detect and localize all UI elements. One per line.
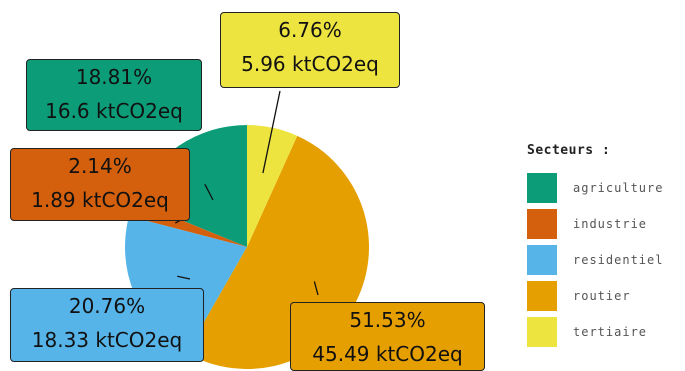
legend-swatch-agriculture <box>527 173 557 203</box>
callout-residentiel-value: 18.33 ktCO2eq <box>31 328 183 352</box>
callout-industrie-value: 1.89 ktCO2eq <box>31 188 169 212</box>
callout-industrie: 2.14% 1.89 ktCO2eq <box>10 148 190 221</box>
legend-swatch-industrie <box>527 209 557 239</box>
legend-swatch-routier <box>527 281 557 311</box>
callout-agriculture-percent: 18.81% <box>75 65 153 89</box>
pie-slice-agriculture <box>134 125 247 247</box>
leader-line-agriculture <box>204 183 214 201</box>
legend-item-routier: routier <box>527 278 663 314</box>
callout-routier-percent: 51.53% <box>349 308 426 332</box>
legend-item-agriculture: agriculture <box>527 170 663 206</box>
legend-label-industrie: industrie <box>573 217 648 231</box>
legend-label-agriculture: agriculture <box>573 181 664 195</box>
leader-line-tertiaire <box>262 90 281 174</box>
legend-swatch-residentiel <box>527 245 557 275</box>
callout-agriculture: 18.81% 16.6 ktCO2eq <box>26 59 202 131</box>
legend-label-tertiaire: tertiaire <box>573 325 648 339</box>
leader-line-residentiel <box>177 275 191 280</box>
legend-item-residentiel: residentiel <box>527 242 663 278</box>
legend-label-residentiel: residentiel <box>573 253 664 267</box>
callout-residentiel-percent: 20.76% <box>68 294 146 318</box>
callout-routier-value: 45.49 ktCO2eq <box>312 342 463 366</box>
callout-tertiaire: 6.76% 5.96 ktCO2eq <box>220 12 400 88</box>
callout-agriculture-value: 16.6 ktCO2eq <box>45 99 183 123</box>
legend-item-industrie: industrie <box>527 206 663 242</box>
callout-routier: 51.53% 45.49 ktCO2eq <box>290 302 485 371</box>
callout-industrie-percent: 2.14% <box>68 154 132 178</box>
callout-residentiel: 20.76% 18.33 ktCO2eq <box>10 288 204 362</box>
pie-slice-tertiaire <box>247 125 298 247</box>
legend-item-tertiaire: tertiaire <box>527 314 663 350</box>
legend: Secteurs : agriculture industrie residen… <box>527 143 663 350</box>
legend-label-routier: routier <box>573 289 631 303</box>
callout-tertiaire-percent: 6.76% <box>278 18 342 42</box>
callout-tertiaire-value: 5.96 ktCO2eq <box>241 52 379 76</box>
leader-line-routier <box>313 281 319 296</box>
legend-swatch-tertiaire <box>527 317 557 347</box>
legend-title: Secteurs : <box>527 143 611 158</box>
